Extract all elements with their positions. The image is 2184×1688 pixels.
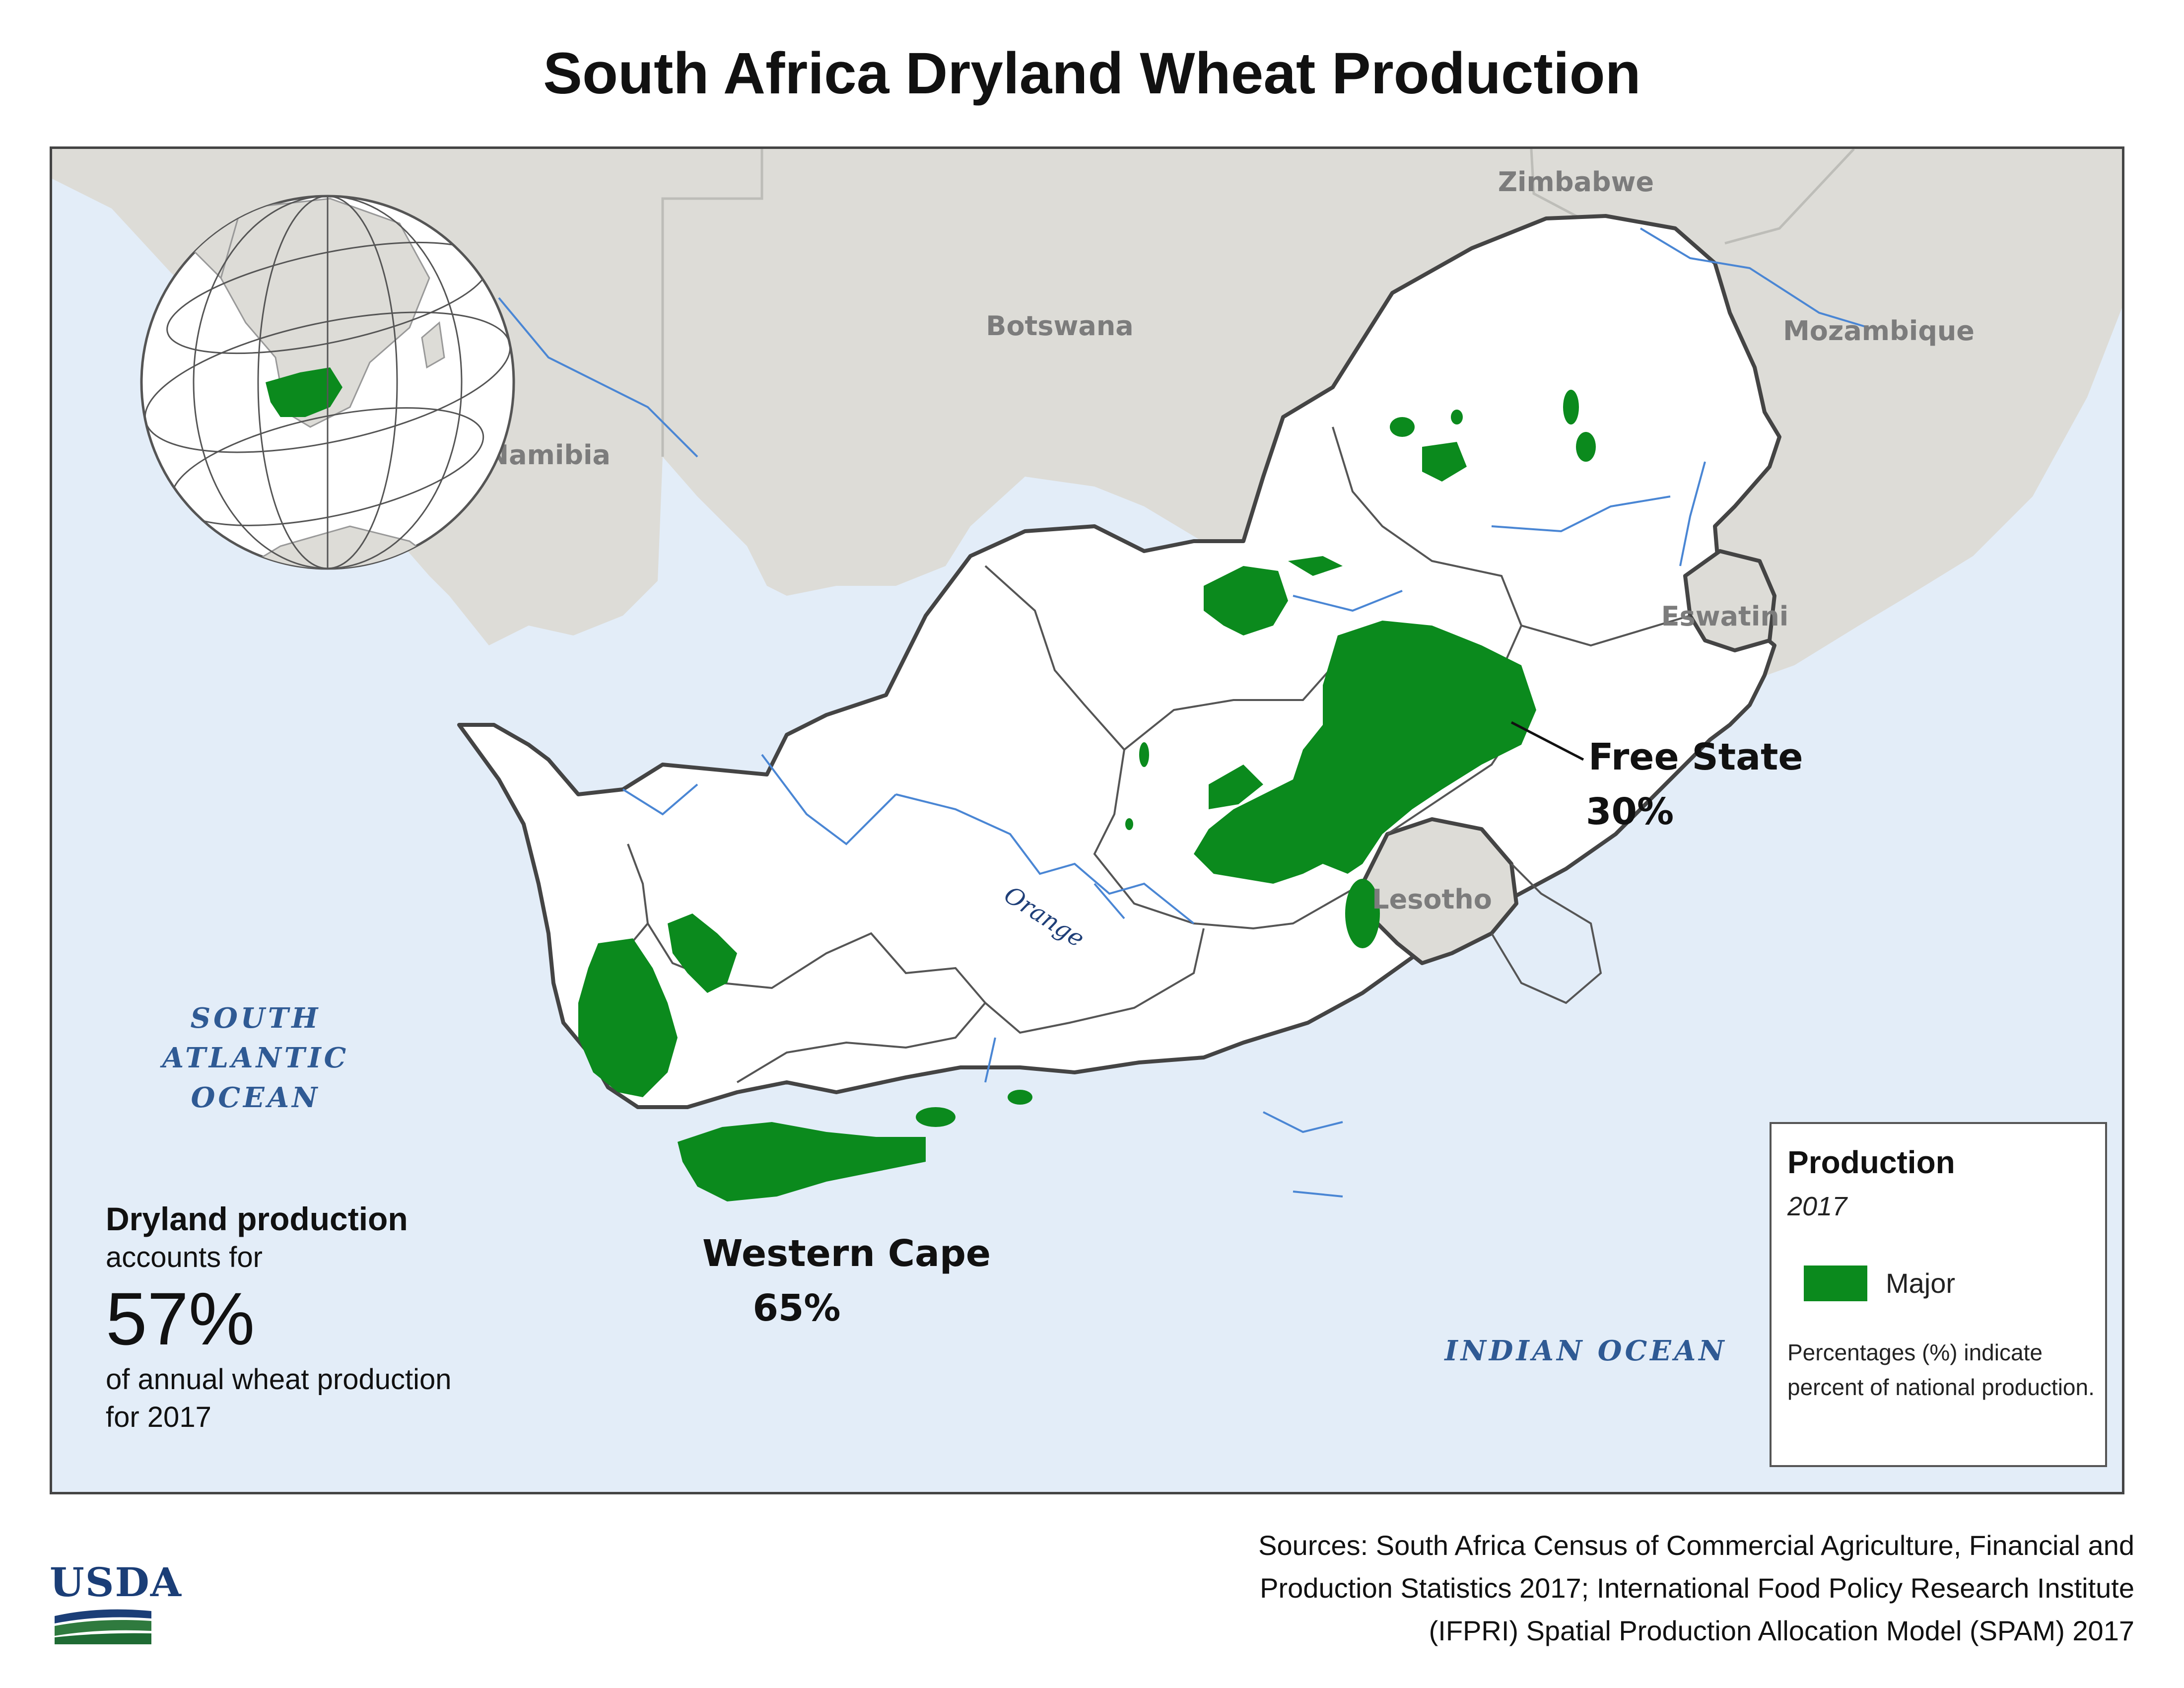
production-free-state (1194, 621, 1536, 884)
usda-logo: USDA (50, 1559, 182, 1646)
legend-item-major: Major (1886, 1267, 1956, 1299)
dryland-line1: accounts for (106, 1241, 263, 1273)
locator-globe (140, 195, 515, 570)
label-zimbabwe: Zimbabwe (1498, 166, 1654, 198)
legend-note: Percentages (%) indicate percent of nati… (1787, 1339, 2095, 1400)
label-lesotho: Lesotho (1372, 884, 1492, 915)
map-frame: Zimbabwe Botswana Mozambique Namibia Esw… (50, 146, 2124, 1494)
label-free-state-share: 30% (1586, 790, 1674, 833)
dryland-line2: of annual wheat production (106, 1363, 452, 1396)
label-mozambique: Mozambique (1783, 315, 1975, 347)
label-botswana: Botswana (986, 310, 1133, 342)
border-namibia-botswana (661, 149, 763, 457)
dryland-percent: 57% (106, 1277, 255, 1360)
free-state-leader-line (1510, 721, 1584, 761)
sources-note: Sources: South Africa Census of Commerci… (993, 1524, 2134, 1652)
border-zimbabwe-mozambique (1724, 149, 1855, 245)
dryland-heading: Dryland production (106, 1200, 408, 1237)
label-atlantic-2: ATLANTIC (160, 1042, 349, 1074)
label-indian-ocean: INDIAN OCEAN (1444, 1335, 1727, 1367)
sources-line1: Sources: South Africa Census of Commerci… (1258, 1530, 2134, 1561)
map-title: South Africa Dryland Wheat Production (543, 41, 1641, 106)
label-western-cape-share: 65% (752, 1287, 840, 1330)
label-atlantic-1: SOUTH (191, 1002, 321, 1035)
production-western-cape (578, 938, 678, 1097)
legend-year: 2017 (1787, 1192, 1847, 1221)
sources-line3: (IFPRI) Spatial Production Allocation Mo… (1429, 1615, 2134, 1646)
label-eswatini: Eswatini (1661, 601, 1789, 632)
dryland-summary: Dryland production accounts for 57% of a… (106, 1199, 533, 1436)
label-namibia: Namibia (486, 439, 611, 471)
production-areas (578, 390, 1596, 1201)
map-canvas: Zimbabwe Botswana Mozambique Namibia Esw… (52, 149, 2122, 1367)
label-atlantic-3: OCEAN (191, 1081, 321, 1114)
label-western-cape: Western Cape (702, 1232, 991, 1275)
production-north-west (1204, 566, 1288, 635)
usda-logo-swoosh (55, 1609, 151, 1644)
legend-title: Production (1787, 1144, 1955, 1180)
orange-river (895, 793, 1195, 924)
globe-south-africa-highlight (266, 367, 342, 417)
label-free-state: Free State (1588, 736, 1803, 778)
sources-line2: Production Statistics 2017; Internationa… (1260, 1572, 2134, 1604)
rivers (498, 227, 1869, 1197)
dryland-line3: for 2017 (106, 1401, 211, 1433)
eswatini (1683, 549, 1776, 652)
legend-swatch-major (1804, 1266, 1867, 1301)
map-legend: Production 2017 Major Percentages (%) in… (1770, 1122, 2107, 1467)
usda-logo-text: USDA (50, 1559, 182, 1606)
